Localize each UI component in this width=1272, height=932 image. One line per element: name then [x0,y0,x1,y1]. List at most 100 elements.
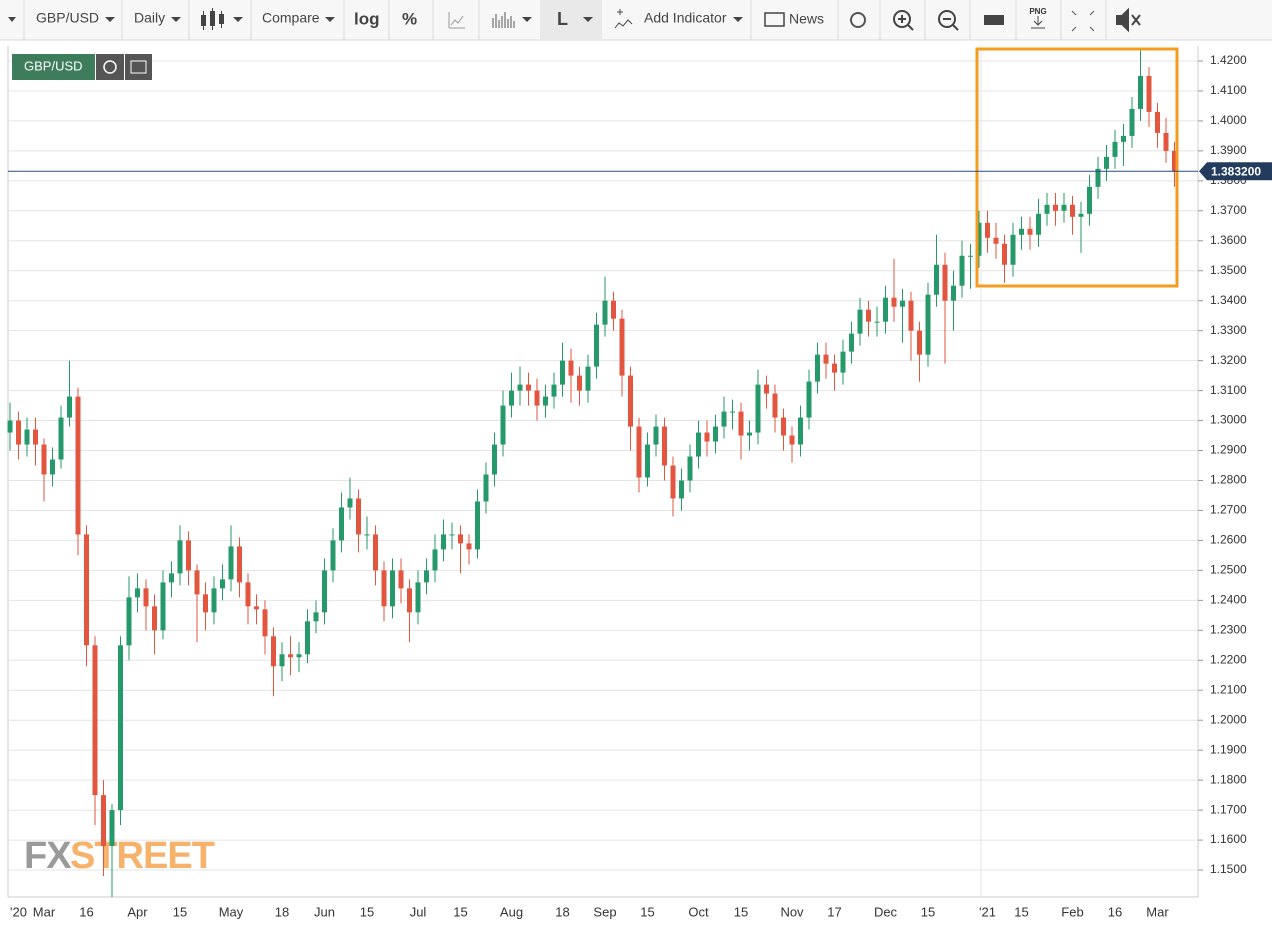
candle-body [364,534,370,536]
candle-body [798,417,803,445]
candle-body [203,594,208,613]
indicator-icon[interactable] [614,9,633,29]
chart-type-icon[interactable] [201,8,224,30]
y-tick-label: 1.1700 [1210,802,1247,816]
candle-body [704,432,710,442]
line-button-bg[interactable] [540,0,602,40]
candle-body [653,426,659,445]
candle-body [1104,156,1109,169]
candle-body [322,570,327,613]
candle-body [976,222,982,256]
candle-body [568,360,574,376]
candle-body [50,459,55,475]
percent-button[interactable]: % [402,9,417,28]
candle-body [874,321,880,323]
compare-button[interactable]: Compare [262,10,320,26]
x-tick-label: Sep [593,904,616,919]
menu-arrow[interactable] [8,17,16,22]
candle-body [1112,141,1118,157]
y-tick-label: 1.1800 [1210,772,1247,786]
candle-body [628,375,633,427]
candle-body [1155,111,1160,133]
candle-body [466,543,472,550]
log-button[interactable]: log [354,9,380,28]
candle-body [1146,75,1152,112]
candle-body [738,411,744,436]
candle-body [279,654,285,667]
candle-body [152,606,157,631]
candle-body [1087,186,1092,214]
zoom-in-icon[interactable] [893,10,911,28]
dropdown-arrow[interactable] [233,17,243,22]
candle-body [823,354,829,364]
candle-body [296,654,302,658]
candle-body [951,285,956,301]
x-tick-label: Mar [33,904,56,919]
y-tick-label: 1.3900 [1210,143,1247,157]
png-button[interactable]: PNG [1029,7,1046,16]
line-button[interactable]: L [557,9,568,29]
dropdown-arrow[interactable] [105,17,115,22]
candles [7,48,1177,897]
symbol-button[interactable]: GBP/USD [36,10,99,26]
candle-body [551,384,557,397]
candle-body [679,480,684,499]
candle-body [390,570,395,607]
candle-body [492,444,497,475]
zoom-out-icon[interactable] [938,10,956,28]
candle-body [271,636,276,667]
fullscreen-icon[interactable] [1071,10,1095,32]
legend-settings[interactable] [125,54,152,80]
y-tick-label: 1.3600 [1210,233,1247,247]
x-tick-label: Mar [1146,904,1169,919]
candle-body [543,396,548,406]
dropdown-arrow[interactable] [171,17,181,22]
volume-icon[interactable] [492,12,515,28]
y-tick-label: 1.3700 [1210,203,1247,217]
candle-body [925,294,931,355]
candle-body [1027,228,1033,235]
candle-body [126,597,132,646]
mute-icon[interactable] [1116,7,1141,33]
zoom-in-mark [898,15,914,31]
refresh-icon[interactable] [850,12,866,28]
y-tick-label: 1.1500 [1210,862,1247,876]
candle-body [33,429,38,445]
legend-refresh[interactable] [96,54,124,80]
y-tick-label: 1.1600 [1210,832,1247,846]
interval-button[interactable]: Daily [134,10,165,26]
candle-body [908,300,914,331]
add-indicator-button[interactable]: Add Indicator [644,10,727,26]
candle-body [356,498,361,535]
candle-body [313,612,319,622]
news-button[interactable]: News [789,11,824,27]
candle-body [101,795,106,847]
x-tick-label: Jun [314,904,335,919]
y-tick-label: 1.4200 [1210,53,1247,67]
candle-body [577,375,582,391]
dropdown-arrow[interactable] [325,17,335,22]
y-tick-label: 1.2500 [1210,563,1247,577]
candle-body [432,549,438,571]
candle-body [339,507,344,541]
print-icon[interactable] [984,15,1004,25]
candle-body [415,582,421,613]
candle-body [1053,204,1058,211]
drawing-icon[interactable] [448,12,465,29]
x-tick-label: 17 [827,904,841,919]
zoom-out-mark [943,18,959,31]
legend-box[interactable] [12,54,95,80]
dropdown-arrow[interactable] [583,17,593,22]
candle-body [789,435,795,445]
candle-body [398,570,404,589]
x-tick-label: Dec [874,904,898,919]
y-tick-label: 1.2900 [1210,443,1247,457]
candle-body [75,396,81,535]
dropdown-arrow[interactable] [522,17,532,22]
dropdown-arrow[interactable] [733,17,743,22]
news-icon[interactable] [764,12,785,27]
candle-body [849,333,854,352]
refresh-glyph [103,60,117,74]
candle-body [611,300,616,319]
